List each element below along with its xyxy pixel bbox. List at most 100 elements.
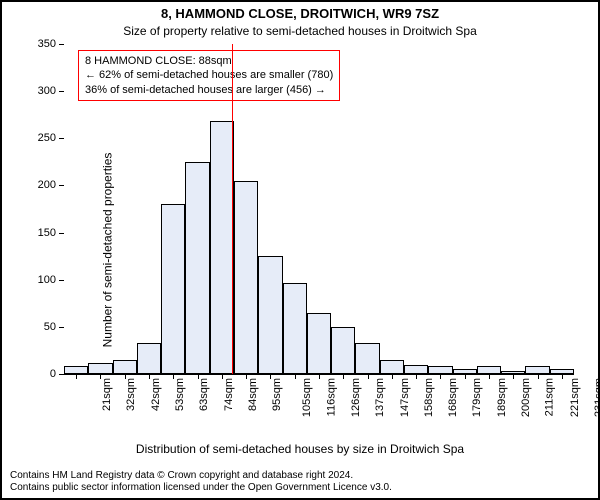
page-title: 8, HAMMOND CLOSE, DROITWICH, WR9 7SZ — [2, 6, 598, 21]
callout-line2: ← 62% of semi-detached houses are smalle… — [85, 68, 333, 82]
xtick-label: 189sqm — [496, 378, 508, 417]
xtick-label: 231sqm — [593, 378, 600, 417]
xtick-label: 53sqm — [174, 378, 186, 411]
bar-column: 168sqm — [404, 365, 428, 374]
ytick-label: 150 — [24, 227, 56, 239]
histogram-bar — [137, 343, 161, 374]
histogram-bar — [258, 256, 282, 374]
xtick-label: 32sqm — [125, 378, 137, 411]
page-subtitle: Size of property relative to semi-detach… — [2, 24, 598, 38]
ytick-mark — [59, 233, 64, 234]
bar-column: 95sqm — [234, 181, 258, 374]
xtick-mark — [343, 374, 344, 379]
histogram-bar — [525, 366, 549, 374]
xtick-label: 147sqm — [399, 378, 411, 417]
bar-column: 84sqm — [210, 121, 234, 374]
xtick-mark — [246, 374, 247, 379]
bar-column: 211sqm — [501, 371, 525, 374]
xtick-mark — [538, 374, 539, 379]
histogram-bar — [113, 360, 137, 374]
bar-column: 126sqm — [307, 313, 331, 374]
xtick-label: 137sqm — [374, 378, 386, 417]
xtick-mark — [465, 374, 466, 379]
xtick-label: 168sqm — [447, 378, 459, 417]
xtick-mark — [295, 374, 296, 379]
bar-column: 189sqm — [453, 369, 477, 374]
xtick-label: 221sqm — [569, 378, 581, 417]
xtick-label: 84sqm — [247, 378, 259, 411]
xtick-mark — [198, 374, 199, 379]
histogram-bar — [161, 204, 185, 374]
xtick-mark — [368, 374, 369, 379]
bar-column: 158sqm — [380, 360, 404, 374]
callout-line3: 36% of semi-detached houses are larger (… — [85, 83, 333, 97]
bar-column: 179sqm — [428, 366, 452, 374]
xtick-label: 74sqm — [223, 378, 235, 411]
bar-column: 137sqm — [331, 327, 355, 374]
ytick-label: 50 — [24, 321, 56, 333]
xtick-mark — [222, 374, 223, 379]
histogram-bar — [477, 366, 501, 374]
ytick-label: 200 — [24, 179, 56, 191]
bar-column: 116sqm — [283, 283, 307, 374]
ytick-mark — [59, 374, 64, 375]
bar-column: 200sqm — [477, 366, 501, 374]
marker-callout: 8 HAMMOND CLOSE: 88sqm ← 62% of semi-det… — [78, 50, 340, 101]
xtick-label: 63sqm — [198, 378, 210, 411]
xtick-mark — [440, 374, 441, 379]
ytick-mark — [59, 91, 64, 92]
ytick-label: 300 — [24, 85, 56, 97]
histogram-bar — [185, 162, 209, 374]
histogram-bar — [234, 181, 258, 374]
bar-column: 231sqm — [550, 369, 574, 374]
bar-column: 32sqm — [88, 363, 112, 374]
bar-column: 221sqm — [525, 366, 549, 374]
x-axis-label: Distribution of semi-detached houses by … — [2, 442, 598, 456]
ytick-mark — [59, 44, 64, 45]
histogram-bar — [88, 363, 112, 374]
ytick-mark — [59, 185, 64, 186]
attribution-line1: Contains HM Land Registry data © Crown c… — [10, 470, 392, 482]
histogram-bar — [428, 366, 452, 374]
property-marker-line — [232, 44, 233, 374]
histogram-bar — [283, 283, 307, 374]
ytick-mark — [59, 327, 64, 328]
xtick-mark — [100, 374, 101, 379]
bar-column: 42sqm — [113, 360, 137, 374]
xtick-mark — [392, 374, 393, 379]
xtick-mark — [125, 374, 126, 379]
bar-column: 105sqm — [258, 256, 282, 374]
xtick-mark — [513, 374, 514, 379]
xtick-mark — [149, 374, 150, 379]
xtick-mark — [270, 374, 271, 379]
xtick-mark — [489, 374, 490, 379]
ytick-label: 100 — [24, 274, 56, 286]
ytick-label: 0 — [24, 368, 56, 380]
bar-column: 21sqm — [64, 366, 88, 374]
xtick-mark — [562, 374, 563, 379]
ytick-mark — [59, 280, 64, 281]
xtick-label: 158sqm — [423, 378, 435, 417]
bar-column: 53sqm — [137, 343, 161, 374]
histogram-bar — [404, 365, 428, 374]
ytick-label: 250 — [24, 132, 56, 144]
histogram-bar — [331, 327, 355, 374]
histogram-bar — [380, 360, 404, 374]
xtick-mark — [76, 374, 77, 379]
xtick-mark — [173, 374, 174, 379]
attribution-line2: Contains public sector information licen… — [10, 482, 392, 494]
callout-line1: 8 HAMMOND CLOSE: 88sqm — [85, 54, 333, 68]
bar-column: 147sqm — [355, 343, 379, 374]
ytick-label: 350 — [24, 38, 56, 50]
histogram-bar — [210, 121, 234, 374]
xtick-label: 200sqm — [520, 378, 532, 417]
xtick-label: 105sqm — [302, 378, 314, 417]
chart-frame: 8, HAMMOND CLOSE, DROITWICH, WR9 7SZ Siz… — [0, 0, 600, 500]
bar-column: 74sqm — [185, 162, 209, 374]
xtick-label: 21sqm — [101, 378, 113, 411]
ytick-mark — [59, 138, 64, 139]
xtick-label: 211sqm — [544, 378, 556, 416]
histogram-bar — [355, 343, 379, 374]
xtick-label: 95sqm — [271, 378, 283, 411]
xtick-label: 126sqm — [350, 378, 362, 417]
